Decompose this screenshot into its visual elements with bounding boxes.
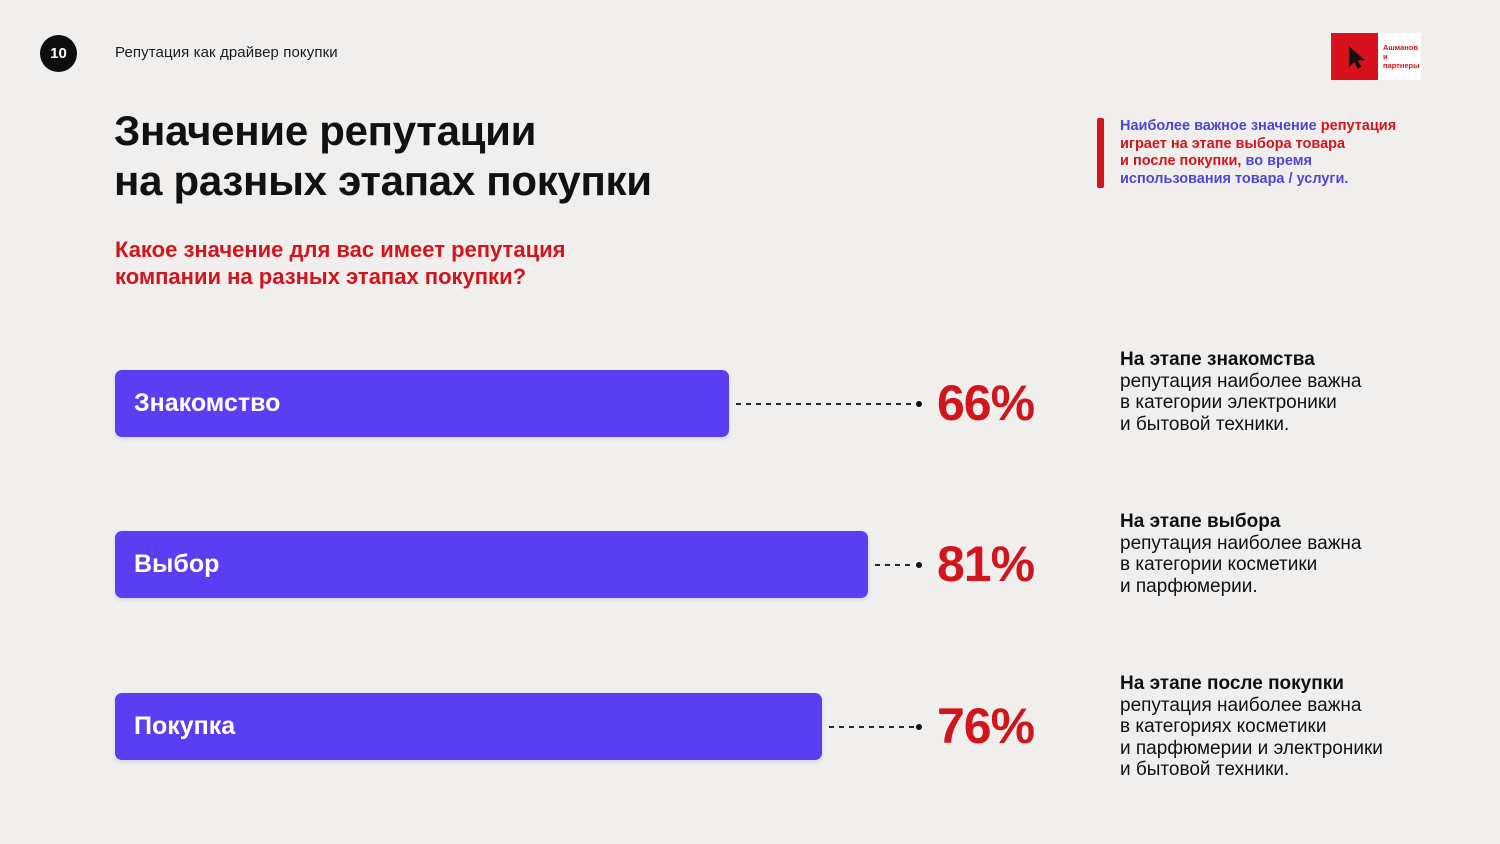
leader-line bbox=[875, 561, 922, 568]
bar-value: 76% bbox=[937, 698, 1035, 754]
annotation-body: репутация наиболее важна в категории эле… bbox=[1120, 370, 1362, 435]
bar-znakomstvo: Знакомство bbox=[115, 370, 729, 437]
bar-row-vybor: Выбор 81% bbox=[115, 531, 1035, 598]
annotation-body: репутация наиболее важна в категории кос… bbox=[1120, 532, 1362, 597]
bar-row-znakomstvo: Знакомство 66% bbox=[115, 370, 1035, 437]
bar-label: Покупка bbox=[134, 712, 236, 740]
annotation-znakomstvo: На этапе знакомства репутация наиболее в… bbox=[1120, 349, 1430, 435]
dashed-line bbox=[829, 725, 915, 728]
leader-dot bbox=[916, 723, 922, 730]
dashed-line bbox=[875, 563, 915, 566]
callout-text: Наиболее важное значение репутация играет… bbox=[1120, 118, 1397, 187]
annotation-title: На этапе после покупки bbox=[1120, 673, 1344, 694]
header-title: Репутация как драйвер покупки bbox=[115, 44, 338, 61]
cursor-a-logo-icon bbox=[1331, 33, 1378, 80]
leader-dot bbox=[916, 561, 922, 568]
slide-title: Значение репутации на разных этапах поку… bbox=[114, 107, 652, 204]
bar-value: 66% bbox=[937, 375, 1035, 431]
dashed-line bbox=[736, 402, 915, 405]
leader-line bbox=[736, 400, 922, 407]
bar-row-pokupka: Покупка 76% bbox=[115, 693, 1035, 760]
annotation-body: репутация наиболее важна в категориях ко… bbox=[1120, 694, 1383, 781]
callout-accent-bar bbox=[1097, 118, 1104, 188]
survey-question: Какое значение для вас имеет репутация к… bbox=[115, 237, 566, 289]
logo-wordmark: Ашманов и партнеры bbox=[1383, 43, 1420, 70]
annotation-title: На этапе выбора bbox=[1120, 511, 1281, 532]
annotation-title: На этапе знакомства bbox=[1120, 349, 1315, 370]
company-logo: Ашманов и партнеры bbox=[1331, 33, 1421, 80]
logo-wordmark-box: Ашманов и партнеры bbox=[1378, 33, 1421, 80]
bar-vybor: Выбор bbox=[115, 531, 868, 598]
annotation-vybor: На этапе выбора репутация наиболее важна… bbox=[1120, 511, 1430, 597]
annotation-pokupka: На этапе после покупки репутация наиболе… bbox=[1120, 673, 1430, 781]
leader-line bbox=[829, 723, 922, 730]
bar-label: Знакомство bbox=[134, 389, 281, 417]
bar-label: Выбор bbox=[134, 550, 220, 578]
leader-dot bbox=[916, 400, 922, 407]
bar-value: 81% bbox=[937, 536, 1035, 592]
bar-pokupka: Покупка bbox=[115, 693, 822, 760]
page-number-badge: 10 bbox=[40, 35, 77, 72]
key-insight-callout: Наиболее важное значение репутация играет… bbox=[1097, 118, 1427, 188]
